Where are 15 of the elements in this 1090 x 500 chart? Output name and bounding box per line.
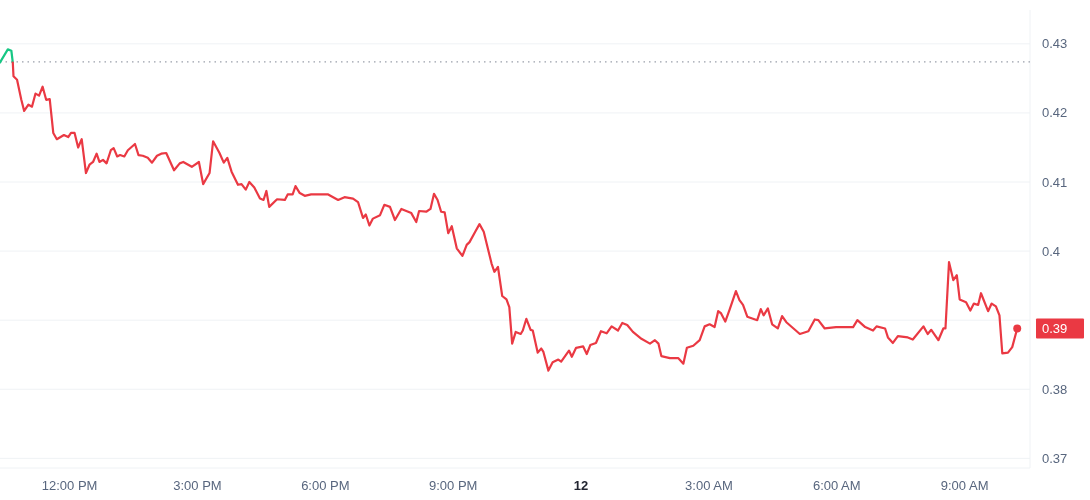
y-tick-label: 0.43 (1042, 36, 1068, 52)
annotation: 0.39 (1042, 321, 1068, 337)
x-tick-label: 3:00 AM (685, 478, 733, 493)
x-tick-label: 12 (573, 478, 589, 493)
y-tick-label: 0.38 (1042, 381, 1068, 397)
x-tick-label: 6:00 AM (812, 478, 861, 493)
x-tick-label: 12:00 PM (41, 478, 98, 493)
x-tick-label: 9:00 PM (428, 478, 478, 493)
x-tick-label: 6:00 PM (301, 478, 350, 493)
y-tick-label: 0.4 (1042, 243, 1061, 259)
y-tick-label: 0.37 (1042, 450, 1068, 466)
y-tick-label: 0.41 (1042, 174, 1068, 190)
x-tick-label: 3:00 PM (173, 478, 222, 493)
x-tick-label: 9:00 AM (940, 478, 989, 493)
y-tick-label: 0.42 (1042, 105, 1068, 121)
